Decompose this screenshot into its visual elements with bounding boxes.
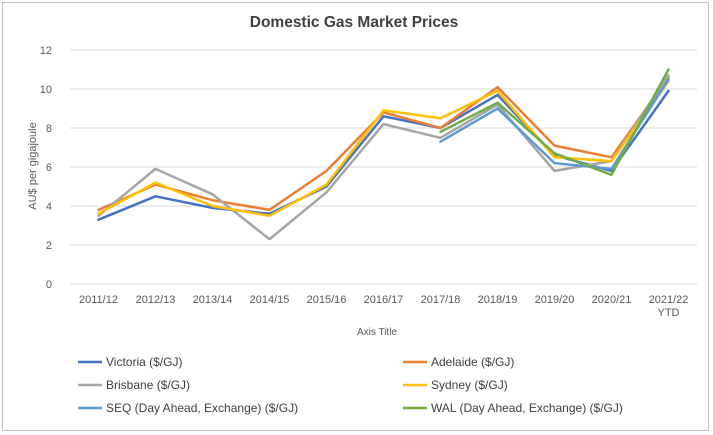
series-line-5	[439, 68, 670, 177]
x-tick-label: 2021/22 YTD	[649, 294, 689, 319]
chart-frame	[2, 2, 709, 431]
x-tick-label-line: 2011/12	[79, 294, 118, 306]
x-tick-label-line: 2020/21	[592, 294, 632, 306]
y-tick-label: 4	[46, 201, 52, 213]
legend-label: Sydney ($/GJ)	[431, 378, 508, 392]
legend: Victoria ($/GJ) Adelaide ($/GJ) Brisbane (…	[78, 355, 623, 415]
y-tick-label: 12	[40, 45, 52, 57]
x-tick-label: 2019/20	[535, 294, 575, 306]
x-tick-label: 2011/12	[79, 294, 118, 306]
x-tick-label: 2013/14	[193, 294, 233, 306]
legend-label: WAL (Day Ahead, Exchange) ($/GJ)	[431, 401, 623, 415]
x-axis-title: Axis Title	[357, 327, 397, 338]
legend-item: SEQ (Day Ahead, Exchange) ($/GJ)	[78, 401, 298, 415]
y-tick-label: 10	[40, 84, 52, 96]
series-line-2	[97, 74, 670, 241]
legend-label: Victoria ($/GJ)	[106, 355, 182, 369]
y-tick-label: 0	[46, 279, 52, 291]
x-tick-label-line: 2016/17	[364, 294, 404, 306]
x-tick-label-line: YTD	[658, 307, 680, 319]
y-tick-label: 2	[46, 240, 52, 252]
x-tick-label-line: 2015/16	[307, 294, 347, 306]
legend-item: WAL (Day Ahead, Exchange) ($/GJ)	[403, 401, 623, 415]
x-tick-label: 2018/19	[478, 294, 518, 306]
x-tick-label-line: 2014/15	[250, 294, 290, 306]
x-tick-label-line: 2013/14	[193, 294, 233, 306]
x-tick-label: 2014/15	[250, 294, 290, 306]
x-tick-label: 2016/17	[364, 294, 404, 306]
legend-item: Adelaide ($/GJ)	[403, 355, 514, 369]
x-tick-label: 2012/13	[136, 294, 176, 306]
legend-label: Brisbane ($/GJ)	[106, 378, 190, 392]
legend-label: Adelaide ($/GJ)	[431, 355, 514, 369]
legend-item: Sydney ($/GJ)	[403, 378, 508, 392]
y-tick-label: 6	[46, 162, 52, 174]
legend-label: SEQ (Day Ahead, Exchange) ($/GJ)	[106, 401, 298, 415]
y-tick-label: 8	[46, 123, 52, 135]
y-axis-title: AU$ per gigajoule	[27, 122, 39, 209]
series-line-3	[97, 79, 670, 218]
x-tick-label: 2017/18	[421, 294, 461, 306]
x-tick-label: 2020/21	[592, 294, 632, 306]
series-line-1	[97, 76, 670, 212]
legend-item: Brisbane ($/GJ)	[78, 378, 190, 392]
x-tick-label-line: 2021/22	[649, 294, 689, 306]
x-axis-ticks: 2011/12 2012/13 2013/14 2014/15 2015/16 2016/…	[79, 294, 688, 319]
series-lines	[97, 68, 670, 241]
chart-title: Domestic Gas Market Prices	[250, 14, 459, 31]
x-tick-label: 2015/16	[307, 294, 347, 306]
x-tick-label-line: 2018/19	[478, 294, 518, 306]
gridlines	[70, 49, 697, 285]
x-tick-label-line: 2017/18	[421, 294, 461, 306]
x-tick-label-line: 2019/20	[535, 294, 575, 306]
legend-item: Victoria ($/GJ)	[78, 355, 182, 369]
x-tick-label-line: 2012/13	[136, 294, 176, 306]
y-axis-ticks: 0 2 4 6 8 10 12	[40, 45, 52, 291]
